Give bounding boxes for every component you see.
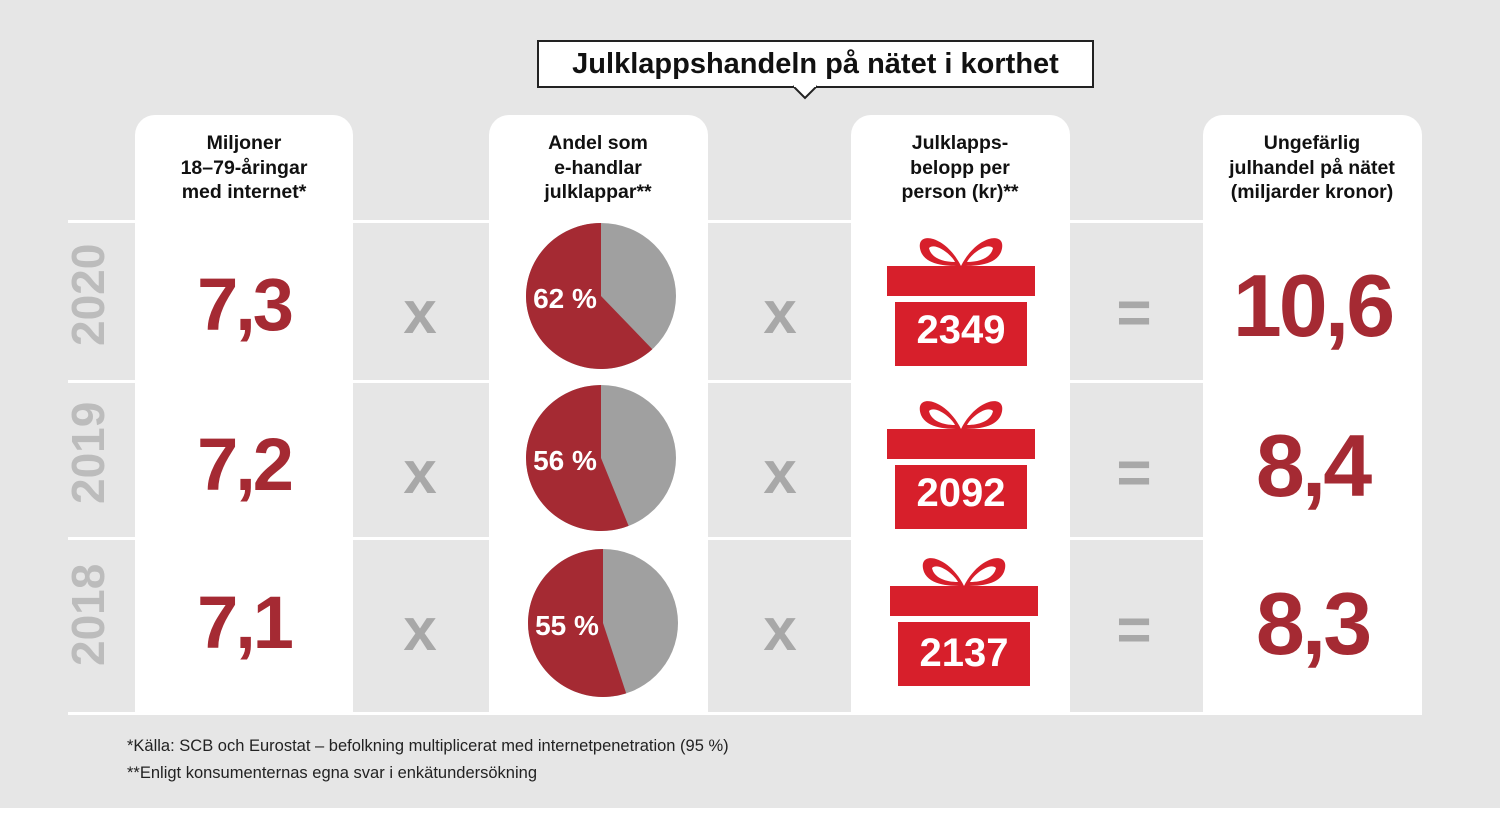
footnote-survey: **Enligt konsumenternas egna svar i enkä… bbox=[127, 764, 538, 782]
equals-sign: = bbox=[1116, 279, 1152, 346]
year-label: 2018 bbox=[62, 563, 114, 666]
gift-lid bbox=[887, 266, 1035, 296]
pie-slice-share bbox=[526, 385, 629, 531]
multiply-sign: x bbox=[403, 596, 437, 663]
gift-icon bbox=[887, 401, 1035, 529]
column-internet-users bbox=[135, 115, 353, 715]
header-share-online: Andel som e-handlar julklappar** bbox=[544, 132, 652, 203]
gift-amount-value: 2349 bbox=[916, 308, 1006, 352]
title-pointer-icon bbox=[793, 84, 817, 100]
pie-percent-label: 56 % bbox=[533, 445, 597, 476]
internet-users-value: 7,3 bbox=[197, 263, 294, 346]
gift-box bbox=[895, 465, 1027, 529]
row-divider bbox=[68, 220, 1422, 223]
pie-percent-label: 55 % bbox=[535, 610, 599, 641]
header-gift-amount: Julklapps- belopp per person (kr)** bbox=[901, 132, 1019, 203]
internet-users-value: 7,2 bbox=[197, 423, 294, 506]
gift-box bbox=[898, 622, 1030, 686]
multiply-sign: x bbox=[403, 279, 437, 346]
row-divider bbox=[68, 380, 1422, 383]
equals-sign: = bbox=[1116, 596, 1152, 663]
gift-amount-value: 2137 bbox=[919, 631, 1009, 675]
footnote-source: *Källa: SCB och Eurostat – befolkning mu… bbox=[127, 737, 729, 755]
chart-title: Julklappshandeln på nätet i korthet bbox=[537, 40, 1094, 88]
year-label: 2019 bbox=[62, 401, 114, 504]
row-divider bbox=[68, 537, 1422, 540]
row-divider bbox=[68, 712, 1422, 715]
pie-slice-share bbox=[528, 549, 627, 697]
multiply-sign: x bbox=[763, 596, 797, 663]
gift-lid bbox=[890, 586, 1038, 616]
column-total bbox=[1203, 115, 1422, 715]
total-value: 8,4 bbox=[1255, 416, 1372, 515]
multiply-sign: x bbox=[763, 279, 797, 346]
equals-sign: = bbox=[1116, 439, 1152, 506]
share-pie-chart: 55 % bbox=[528, 549, 678, 697]
share-pie-chart: 62 % bbox=[526, 223, 676, 369]
multiply-sign: x bbox=[763, 439, 797, 506]
pie-slice-share bbox=[526, 223, 653, 369]
year-label: 2020 bbox=[62, 243, 114, 346]
pie-percent-label: 62 % bbox=[533, 283, 597, 314]
gift-box bbox=[895, 302, 1027, 366]
internet-users-value: 7,1 bbox=[197, 581, 294, 664]
header-total: Ungefärlig julhandel på nätet (miljarder… bbox=[1229, 132, 1395, 203]
header-internet-users: Miljoner 18–79-åringar med internet* bbox=[180, 132, 308, 203]
gift-icon bbox=[887, 238, 1035, 366]
share-pie-chart: 56 % bbox=[526, 385, 676, 531]
gift-amount-value: 2092 bbox=[916, 471, 1006, 515]
gift-icon bbox=[890, 558, 1038, 686]
multiply-sign: x bbox=[403, 439, 437, 506]
total-value: 10,6 bbox=[1232, 256, 1395, 355]
gift-lid bbox=[887, 429, 1035, 459]
total-value: 8,3 bbox=[1255, 574, 1372, 673]
